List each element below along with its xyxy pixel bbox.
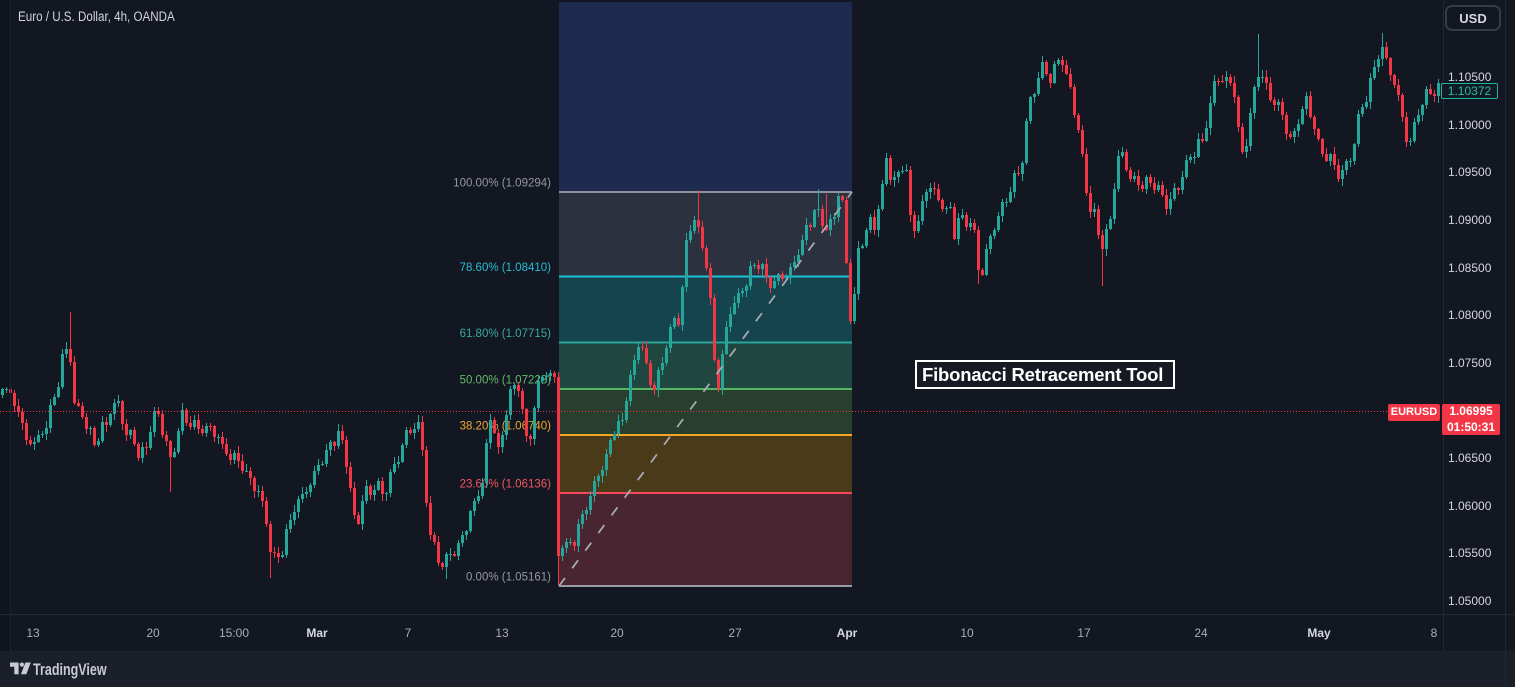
svg-text:23.60% (1.06136): 23.60% (1.06136): [460, 479, 552, 491]
svg-text:100.00% (1.09294): 100.00% (1.09294): [453, 178, 551, 190]
svg-text:0.00% (1.05161): 0.00% (1.05161): [466, 572, 551, 584]
svg-text:61.80% (1.07715): 61.80% (1.07715): [460, 328, 552, 340]
svg-text:78.60% (1.08410): 78.60% (1.08410): [460, 262, 552, 274]
svg-text:50.00% (1.07228): 50.00% (1.07228): [460, 375, 552, 387]
